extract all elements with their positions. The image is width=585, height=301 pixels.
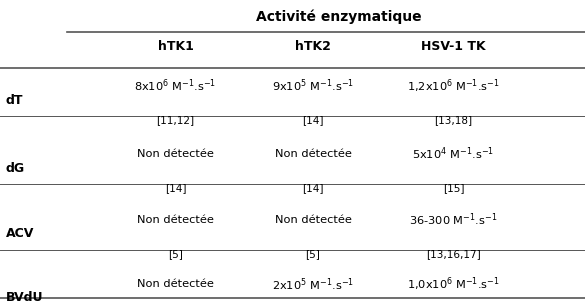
Text: [5]: [5] — [168, 249, 183, 259]
Text: 9x10$^{5}$ M$^{-1}$.s$^{-1}$: 9x10$^{5}$ M$^{-1}$.s$^{-1}$ — [272, 77, 354, 94]
Text: 1,0x10$^{6}$ M$^{-1}$.s$^{-1}$: 1,0x10$^{6}$ M$^{-1}$.s$^{-1}$ — [407, 276, 500, 293]
Text: hTK1: hTK1 — [157, 40, 194, 53]
Text: [5]: [5] — [305, 249, 321, 259]
Text: 5x10$^{4}$ M$^{-1}$.s$^{-1}$: 5x10$^{4}$ M$^{-1}$.s$^{-1}$ — [412, 145, 494, 162]
Text: ACV: ACV — [6, 227, 35, 240]
Text: Non détectée: Non détectée — [137, 279, 214, 290]
Text: BVdU: BVdU — [6, 291, 43, 301]
Text: Non détectée: Non détectée — [137, 148, 214, 159]
Text: 36-300 M$^{-1}$.s$^{-1}$: 36-300 M$^{-1}$.s$^{-1}$ — [409, 211, 498, 228]
Text: [13,18]: [13,18] — [434, 115, 473, 126]
Text: Non détectée: Non détectée — [137, 215, 214, 225]
Text: HSV-1 TK: HSV-1 TK — [421, 40, 486, 53]
Text: [14]: [14] — [302, 183, 324, 193]
Text: Activité enzymatique: Activité enzymatique — [256, 9, 422, 23]
Text: dT: dT — [6, 94, 23, 107]
Text: Non détectée: Non détectée — [274, 215, 352, 225]
Text: 8x10$^{6}$ M$^{-1}$.s$^{-1}$: 8x10$^{6}$ M$^{-1}$.s$^{-1}$ — [135, 77, 216, 94]
Text: [13,16,17]: [13,16,17] — [426, 249, 481, 259]
Text: [11,12]: [11,12] — [156, 115, 195, 126]
Text: [15]: [15] — [443, 183, 464, 193]
Text: Non détectée: Non détectée — [274, 148, 352, 159]
Text: [14]: [14] — [302, 115, 324, 126]
Text: [14]: [14] — [165, 183, 186, 193]
Text: hTK2: hTK2 — [295, 40, 331, 53]
Text: 2x10$^{5}$ M$^{-1}$.s$^{-1}$: 2x10$^{5}$ M$^{-1}$.s$^{-1}$ — [272, 276, 354, 293]
Text: dG: dG — [6, 162, 25, 175]
Text: 1,2x10$^{6}$ M$^{-1}$.s$^{-1}$: 1,2x10$^{6}$ M$^{-1}$.s$^{-1}$ — [407, 77, 500, 95]
